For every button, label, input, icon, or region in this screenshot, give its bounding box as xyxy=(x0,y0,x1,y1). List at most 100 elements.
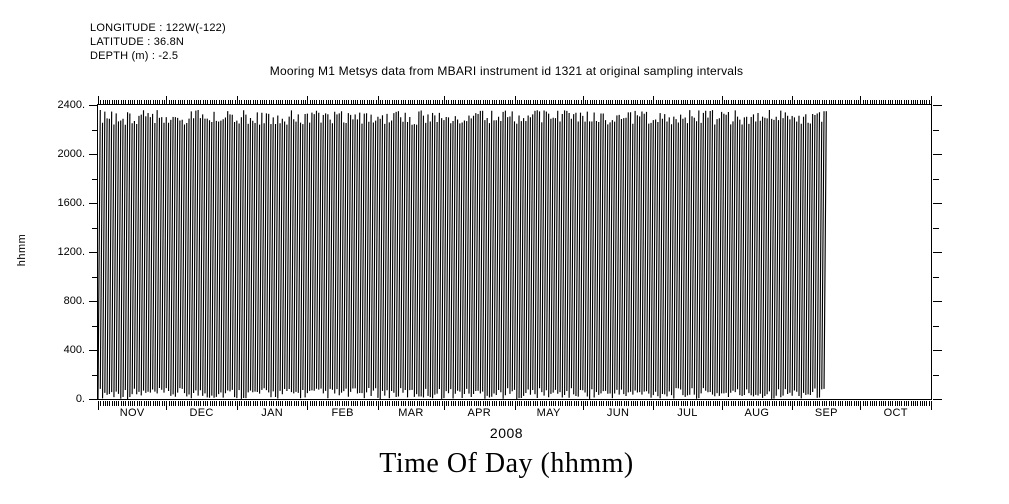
x-tick-day-168 xyxy=(480,100,482,105)
x-tick-day-202 xyxy=(557,100,559,105)
x-tick-day-30 xyxy=(166,96,168,105)
x-tick-day-138 xyxy=(412,401,414,406)
x-tick-day-188 xyxy=(525,401,527,406)
x-tick-day-331 xyxy=(851,401,853,406)
x-tick-day-66 xyxy=(248,100,250,105)
x-tick-day-212 xyxy=(580,100,582,105)
x-tick-day-350 xyxy=(894,401,896,406)
x-tick-day-262 xyxy=(694,401,696,406)
x-tick-day-258 xyxy=(685,100,687,105)
x-tick-day-3 xyxy=(104,100,106,105)
x-tick-day-127 xyxy=(387,100,389,105)
x-tick-day-208 xyxy=(571,100,573,105)
x-tick-day-17 xyxy=(136,100,138,105)
x-tick-day-198 xyxy=(548,401,550,406)
x-tick-day-156 xyxy=(453,401,455,406)
x-tick-day-170 xyxy=(484,401,486,406)
x-tick-day-62 xyxy=(239,100,241,105)
x-tick-day-129 xyxy=(391,100,393,105)
x-tick-day-27 xyxy=(159,401,161,406)
x-tick-day-122 xyxy=(375,100,377,105)
x-tick-day-247 xyxy=(660,401,662,406)
x-tick-day-39 xyxy=(186,401,188,406)
x-tick-day-351 xyxy=(896,100,898,105)
x-tick-day-333 xyxy=(855,100,857,105)
x-tick-day-52 xyxy=(216,100,218,105)
x-tick-day-97 xyxy=(318,100,320,105)
chart-title: Mooring M1 Metsys data from MBARI instru… xyxy=(269,64,744,78)
x-tick-day-133 xyxy=(400,100,402,105)
x-tick-day-95 xyxy=(314,401,316,406)
x-tick-day-141 xyxy=(418,100,420,105)
x-tick-day-313 xyxy=(810,401,812,406)
x-tick-day-262 xyxy=(694,100,696,105)
depth-text: DEPTH (m) : -2.5 xyxy=(90,50,179,62)
x-tick-day-249 xyxy=(664,100,666,105)
x-tick-day-264 xyxy=(698,100,700,105)
x-tick-day-217 xyxy=(591,401,593,406)
x-tick-day-252 xyxy=(671,100,673,105)
x-tick-day-342 xyxy=(876,100,878,105)
x-tick-day-110 xyxy=(348,401,350,406)
x-tick-day-18 xyxy=(138,100,140,105)
x-tick-day-173 xyxy=(491,401,493,406)
x-tick-day-86 xyxy=(293,100,295,105)
x-tick-day-47 xyxy=(204,100,206,105)
x-tick-label-jan: JAN xyxy=(261,407,283,419)
x-tick-day-112 xyxy=(352,401,354,406)
x-tick-day-26 xyxy=(157,401,159,406)
x-tick-day-96 xyxy=(316,100,318,105)
x-tick-day-297 xyxy=(773,401,775,406)
y-tick-2400 xyxy=(89,105,98,106)
x-tick-day-272 xyxy=(717,401,719,406)
x-tick-day-202 xyxy=(557,401,559,406)
y-tick-label-1600: 1600. xyxy=(57,197,85,209)
x-tick-day-240 xyxy=(644,100,646,105)
x-tick-day-116 xyxy=(362,100,363,105)
x-tick-day-158 xyxy=(457,100,459,105)
y-tick-1800 xyxy=(933,178,939,180)
x-tick-day-305 xyxy=(792,401,794,410)
x-tick-day-27 xyxy=(159,100,161,105)
x-tick-day-292 xyxy=(762,401,764,406)
x-tick-day-100 xyxy=(325,401,327,406)
x-tick-day-309 xyxy=(801,100,803,105)
x-tick-day-160 xyxy=(462,100,464,105)
x-tick-day-244 xyxy=(653,401,655,410)
x-tick-day-25 xyxy=(154,401,156,406)
x-tick-day-282 xyxy=(739,100,741,105)
x-tick-day-153 xyxy=(446,100,448,105)
x-tick-day-137 xyxy=(409,401,411,406)
x-tick-day-101 xyxy=(327,100,329,105)
x-tick-day-272 xyxy=(717,100,719,105)
x-tick-day-329 xyxy=(846,100,848,105)
x-tick-day-318 xyxy=(821,100,823,105)
x-tick-day-267 xyxy=(705,100,707,105)
x-tick-day-48 xyxy=(207,401,209,406)
x-tick-day-72 xyxy=(261,401,263,406)
x-tick-day-106 xyxy=(339,401,341,406)
x-tick-day-321 xyxy=(828,100,830,105)
x-tick-day-229 xyxy=(619,100,621,105)
x-tick-day-75 xyxy=(268,401,270,406)
x-tick-day-190 xyxy=(530,100,532,105)
x-tick-day-51 xyxy=(214,100,216,105)
longitude-text: LONGITUDE : 122W(-122) xyxy=(90,22,226,34)
x-tick-day-147 xyxy=(432,100,434,105)
x-tick-day-197 xyxy=(546,401,548,406)
x-tick-day-99 xyxy=(323,401,325,406)
x-tick-day-228 xyxy=(616,100,618,105)
x-tick-day-133 xyxy=(400,401,402,406)
x-tick-day-175 xyxy=(496,401,498,406)
x-tick-day-184 xyxy=(516,100,518,105)
x-tick-day-221 xyxy=(600,100,602,105)
x-tick-day-359 xyxy=(915,100,917,105)
x-tick-day-165 xyxy=(473,100,475,105)
x-tick-day-352 xyxy=(899,401,901,406)
y-tick-600 xyxy=(92,325,98,327)
x-tick-day-85 xyxy=(291,100,293,105)
x-tick-day-325 xyxy=(837,100,839,105)
x-tick-day-210 xyxy=(575,401,577,406)
x-tick-day-38 xyxy=(184,100,186,105)
x-tick-day-254 xyxy=(676,401,678,406)
